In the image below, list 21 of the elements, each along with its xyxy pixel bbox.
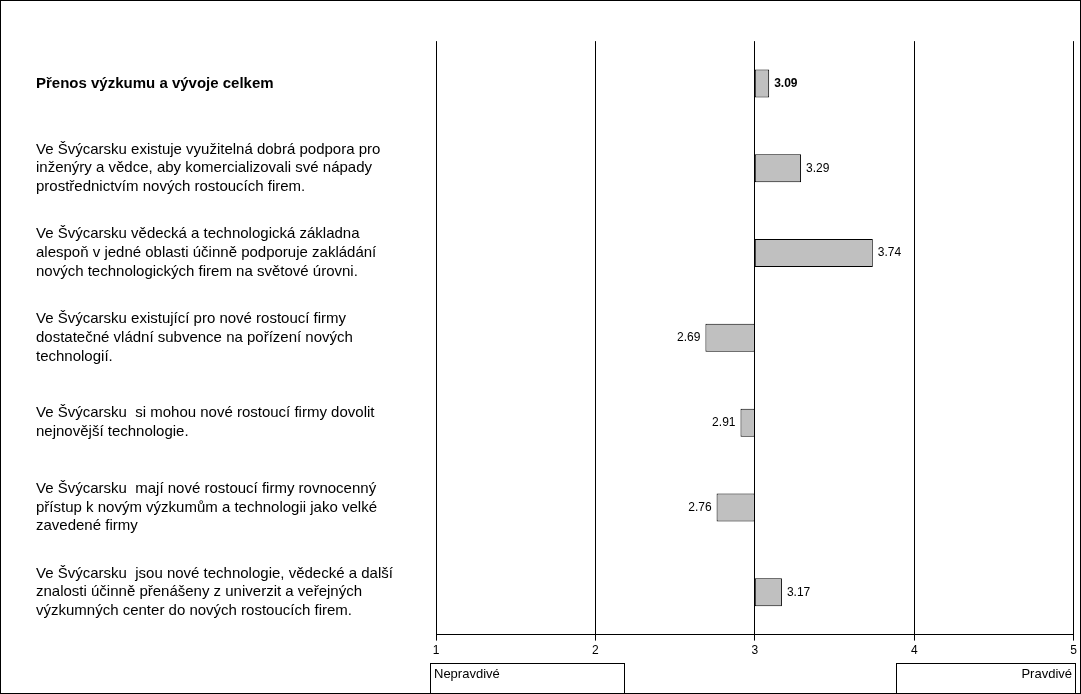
data-label: 3.09 xyxy=(774,75,798,90)
y-tick-label: Ve Švýcarsku jsou nové technologie, vědecké a další znalosti účinně přenášeny z univerzit a veřejných výzkumných center do nových rostoucích firem. xyxy=(36,563,394,619)
x-tick-label: 1 xyxy=(432,643,440,658)
text: Nepravdivé xyxy=(430,663,625,693)
x-tick-label: 2 xyxy=(592,643,600,658)
data-label: 3.17 xyxy=(786,584,811,599)
text: Pravdivé xyxy=(896,663,1076,693)
y-tick-label: Ve Švýcarsku existující pro nové rostoucí firmy dostatečné vládní subvence na pořízení nových technologií. xyxy=(36,309,353,364)
data-label: 2.91 xyxy=(712,414,736,429)
y-tick-label: Přenos výzkumu a vývoje celkem xyxy=(36,73,274,91)
data-label: 2.69 xyxy=(677,330,701,345)
data-label: 2.76 xyxy=(688,499,712,514)
y-tick-label: Ve Švýcarsku existuje využitelná dobrá podpora pro inženýry a vědce, aby komercializovali své nápady prostřednictvím nových rostoucích firem. xyxy=(36,139,381,195)
y-tick-label: Ve Švýcarsku vědecká a technologická základna alespoň v jedné oblasti účinně podporuje zakládání nových technologických firem na světové úrovni. xyxy=(36,224,378,279)
x-tick-label: 3 xyxy=(751,643,759,658)
y-tick-label: Ve Švýcarsku si mohou nové rostoucí firmy dovolit nejnovější technologie. xyxy=(36,403,376,440)
y-tick-label: Ve Švýcarsku mají nové rostoucí firmy rovnocenný přístup k novým výzkumům a technologii jako velké zavedené firmy xyxy=(36,478,377,534)
x-tick-label: 4 xyxy=(910,643,918,658)
x-tick-label: 5 xyxy=(1070,643,1078,658)
data-label: 3.29 xyxy=(806,160,830,175)
data-label: 3.74 xyxy=(877,245,902,260)
